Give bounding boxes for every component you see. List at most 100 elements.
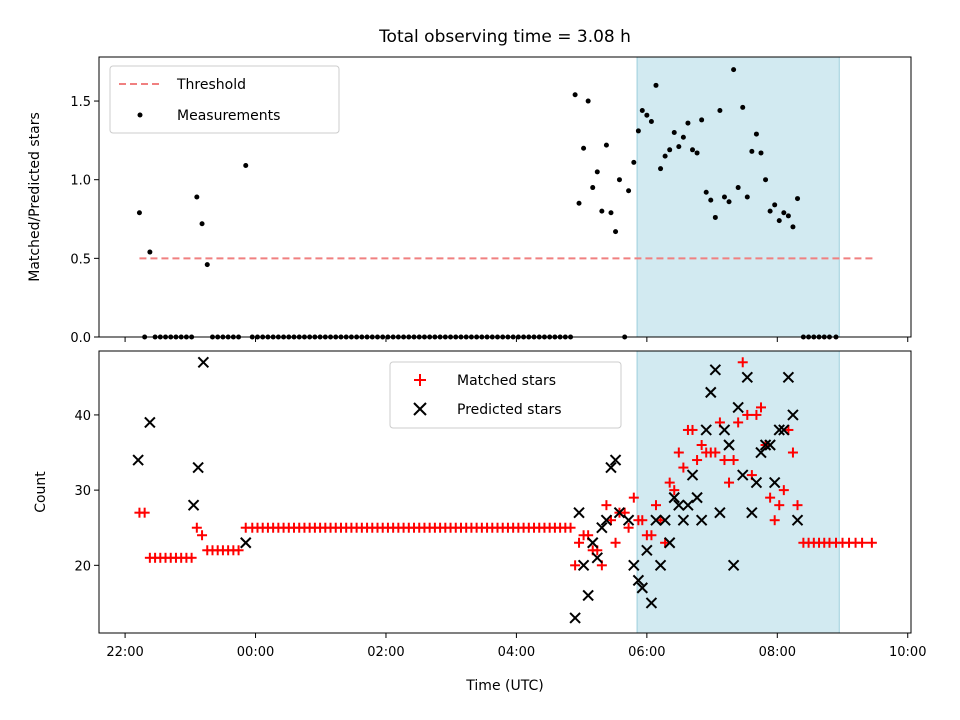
matched-star-point	[669, 485, 680, 496]
measurement-point	[717, 107, 723, 113]
matched-star-point	[623, 522, 634, 533]
predicted-star-point	[240, 537, 252, 549]
matched-star-point	[792, 500, 803, 511]
measurement-point	[194, 194, 200, 200]
x-tick-label: 02:00	[367, 645, 404, 660]
predicted-star-point	[741, 371, 754, 384]
measurement-point	[680, 134, 686, 140]
measurement-point	[603, 142, 609, 148]
matched-star-point	[673, 447, 684, 458]
predicted-star-point	[628, 559, 640, 572]
measurement-point	[776, 218, 782, 224]
predicted-star-point	[759, 439, 772, 451]
legend-measurements-label: Measurements	[177, 108, 280, 124]
predicted-star-point	[695, 514, 708, 526]
matched-star-point	[601, 500, 612, 511]
matched-star-point	[646, 530, 657, 541]
measurement-point	[781, 210, 787, 216]
measurement-point	[199, 221, 205, 227]
chart-title: Total observing time = 3.08 h	[378, 27, 631, 47]
predicted-star-point	[582, 589, 594, 602]
predicted-star-point	[663, 537, 676, 549]
measurement-point	[599, 208, 605, 214]
predicted-star-point	[705, 386, 717, 399]
measurement-point	[763, 177, 769, 183]
matched-star-point	[866, 537, 877, 548]
predicted-star-point	[732, 401, 744, 414]
predicted-star-point	[746, 506, 758, 519]
top-highlight-span	[636, 56, 840, 338]
measurement-point	[685, 120, 691, 126]
bottom-panel: 20 30 40 22:00 00:00 02:00 04:00 06:00 08:00 10:…	[33, 350, 926, 694]
top-panel: 0.0 0.5 1.0 1.5 Matched/Predicted stars Thr…	[27, 56, 912, 346]
predicted-star-points	[132, 356, 804, 624]
predicted-star-point	[632, 574, 645, 587]
legend-threshold-label: Threshold	[176, 77, 246, 93]
predicted-star-point	[791, 514, 804, 526]
matched-star-point	[769, 515, 780, 526]
measurement-point	[690, 147, 696, 153]
measurement-point	[613, 229, 619, 235]
matched-star-point	[787, 447, 798, 458]
measurement-point	[772, 202, 778, 208]
y-tick-label: 1.5	[70, 95, 91, 110]
predicted-star-point	[750, 476, 763, 489]
x-axis-label: Time (UTC)	[465, 678, 543, 694]
measurement-point	[662, 153, 668, 159]
predicted-star-point	[727, 559, 740, 572]
x-tick-label: 04:00	[498, 645, 535, 660]
measurement-point	[204, 262, 210, 268]
legend-matched-label: Matched stars	[457, 373, 556, 389]
predicted-star-point	[700, 424, 712, 436]
matched-star-point	[724, 477, 735, 488]
matched-star-point	[742, 409, 753, 420]
matched-star-point	[610, 537, 621, 548]
top-x-ticks	[124, 337, 909, 342]
matched-star-point	[692, 455, 703, 466]
matched-star-point	[678, 462, 689, 473]
predicted-star-point	[714, 506, 726, 519]
measurement-point	[753, 131, 759, 137]
predicted-star-point	[709, 364, 722, 376]
measurement-point	[671, 130, 677, 136]
predicted-star-point	[723, 439, 735, 451]
measurement-point	[653, 82, 659, 88]
predicted-star-point	[569, 612, 581, 624]
highlight-span-rect	[636, 350, 840, 634]
y-tick-label: 0.0	[70, 331, 91, 346]
measurement-point	[608, 210, 614, 216]
measurement-point	[631, 159, 637, 165]
predicted-star-point	[682, 499, 694, 511]
matched-star-point	[710, 447, 721, 458]
matched-star-point	[696, 440, 707, 450]
measurement-point	[658, 166, 664, 172]
measurement-point	[708, 197, 714, 203]
matched-star-point	[857, 537, 868, 548]
matched-star-points	[134, 357, 877, 571]
measurement-point	[703, 189, 709, 195]
matched-star-point	[755, 402, 766, 413]
matched-star-point	[186, 552, 197, 563]
matched-star-point	[733, 417, 744, 428]
measurement-point	[676, 144, 682, 150]
matched-star-point	[687, 424, 698, 435]
predicted-star-point	[673, 499, 685, 511]
bottom-axes-frame	[98, 350, 912, 634]
measurement-point	[639, 107, 645, 113]
matched-star-point	[664, 477, 675, 488]
bottom-legend-box	[389, 361, 622, 429]
predicted-star-point	[768, 476, 781, 489]
top-y-axis-label: Matched/Predicted stars	[27, 112, 43, 282]
predicted-star-point	[596, 522, 608, 534]
measurement-point	[644, 112, 650, 118]
matched-star-point	[728, 455, 739, 466]
y-tick-label: 0.5	[70, 252, 91, 267]
x-tick-label: 22:00	[106, 645, 143, 660]
x-tick-label: 08:00	[759, 645, 796, 660]
predicted-star-point	[782, 371, 795, 384]
measurement-point	[795, 196, 801, 202]
bottom-highlight-span	[636, 350, 840, 634]
predicted-star-point	[737, 469, 749, 481]
highlight-span-rect	[636, 56, 840, 338]
measurement-point	[758, 150, 764, 156]
